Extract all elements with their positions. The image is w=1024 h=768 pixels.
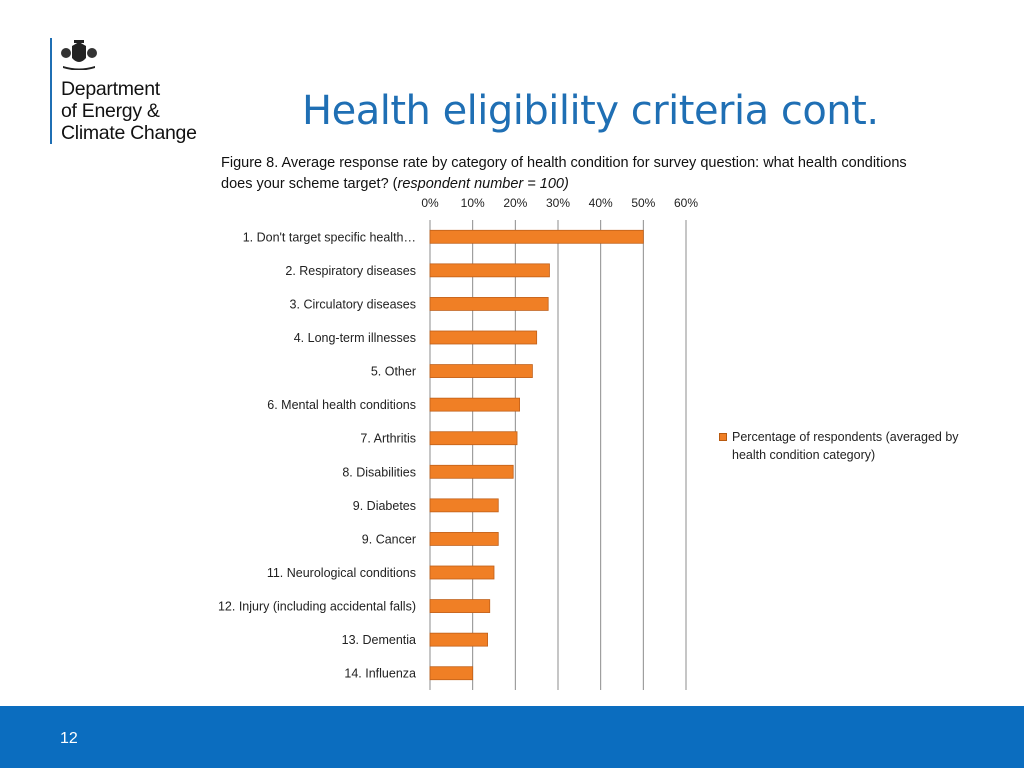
footer-bar: 12 (0, 706, 1024, 768)
category-label: 8. Disabilities (342, 465, 416, 479)
logo-line: of Energy & (61, 100, 160, 122)
caption-text: Figure 8. Average response rate by categ… (221, 155, 907, 192)
bar (429, 632, 488, 647)
department-logo: Department of Energy & Climate Change (50, 38, 230, 150)
category-label: 9. Diabetes (353, 499, 416, 513)
category-label: 6. Mental health conditions (267, 398, 416, 412)
category-label: 11. Neurological conditions (267, 566, 416, 580)
category-label: 3. Circulatory diseases (290, 297, 416, 311)
bar (429, 330, 538, 345)
royal-crest-icon (61, 40, 97, 70)
figure-caption: Figure 8. Average response rate by categ… (221, 153, 911, 195)
category-label: 13. Dementia (342, 633, 416, 647)
bar-chart: 0% 10% 20% 30% 40% 50% 60% 1. Don't target spec… (218, 196, 698, 690)
chart-legend: Percentage of respondents (averaged by h… (719, 428, 979, 464)
bar (429, 297, 549, 311)
logo-line: Department (61, 78, 160, 100)
x-tick-label: 10% (461, 196, 485, 210)
category-label: 4. Long-term illnesses (294, 331, 416, 345)
bar (429, 532, 499, 546)
logo-rule (50, 38, 52, 144)
page-number: 12 (60, 730, 78, 747)
x-tick-label: 60% (674, 196, 698, 210)
caption-italic-text: respondent number = 100) (397, 176, 569, 192)
x-tick-label: 50% (631, 196, 655, 210)
legend-label: Percentage of respondents (averaged by h… (732, 430, 959, 462)
bar (429, 263, 550, 278)
category-label: 1. Don't target specific health… (243, 230, 416, 244)
x-tick-label: 0% (421, 196, 439, 210)
bar (429, 364, 533, 378)
category-label: 12. Injury (including accidental falls) (218, 600, 416, 614)
category-label: 14. Influenza (344, 667, 416, 681)
logo-org-name: Department of Energy & Climate Change (61, 78, 197, 144)
legend-swatch (719, 433, 727, 441)
bar (429, 229, 644, 244)
category-label: 5. Other (371, 365, 416, 379)
slide-title: Health eligibility criteria cont. (302, 88, 879, 134)
bar (429, 498, 499, 513)
category-label: 2. Respiratory diseases (285, 264, 416, 278)
bar (429, 397, 520, 412)
x-tick-label: 20% (503, 196, 527, 210)
bar (429, 464, 514, 479)
x-tick-label: 40% (589, 196, 613, 210)
category-label: 9. Cancer (362, 532, 416, 546)
bar (429, 431, 518, 446)
bar (429, 666, 474, 681)
x-tick-label: 30% (546, 196, 570, 210)
bar (429, 599, 491, 613)
category-label: 7. Arthritis (360, 432, 416, 446)
bar (429, 565, 495, 580)
logo-line: Climate Change (61, 122, 197, 144)
